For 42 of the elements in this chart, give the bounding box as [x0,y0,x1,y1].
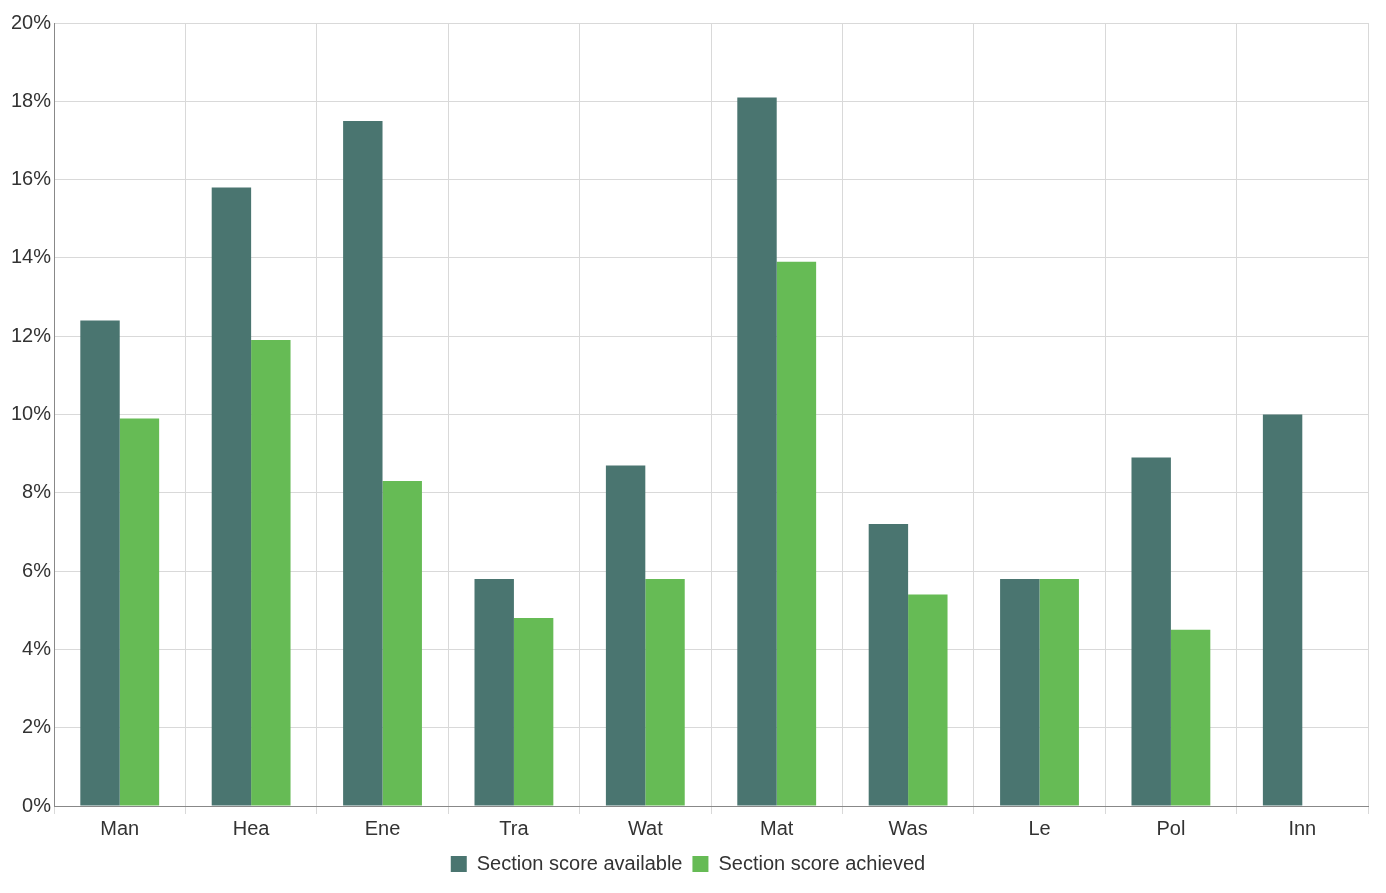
y-tick-label: 4% [22,636,52,659]
x-tick-label: Pol [1156,816,1186,839]
y-tick-label: 2% [22,715,52,738]
bar [1000,578,1040,806]
bar [605,465,646,806]
y-tick-label: 0% [22,793,52,816]
bar [1039,578,1079,806]
x-tick-label: Mat [760,816,794,839]
bar [382,481,422,806]
y-tick-label: 6% [22,558,52,581]
bar [737,97,777,806]
y-tick-label: 12% [11,323,52,346]
legend-label: Section score available [476,851,683,874]
y-tick-label: 14% [11,245,52,268]
x-tick-label: Le [1028,816,1051,839]
bar [343,120,383,806]
bar [645,578,685,806]
x-tick-label: Was [888,816,928,839]
bar [119,418,160,806]
x-tick-label: Inn [1288,816,1317,839]
x-tick-label: Ene [364,816,401,839]
bar [776,261,817,806]
bar [868,524,909,806]
bar [211,187,252,806]
x-tick-label: Hea [232,816,271,839]
y-tick-label: 10% [11,402,52,425]
y-tick-label: 20% [11,10,52,33]
bar [474,578,514,806]
bar [1262,414,1303,806]
y-tick-label: 8% [22,480,52,503]
y-tick-label: 16% [11,167,52,190]
x-tick-label: Man [100,816,140,839]
bar [513,618,554,806]
x-tick-label: Wat [627,816,664,839]
bar [908,594,948,806]
legend-label: Section score achieved [718,851,926,874]
y-tick-label: 18% [11,88,52,111]
bar [251,340,291,806]
bar [1131,457,1171,806]
bar [80,320,120,806]
x-tick-label: Tra [499,816,530,839]
bar [1170,629,1211,806]
